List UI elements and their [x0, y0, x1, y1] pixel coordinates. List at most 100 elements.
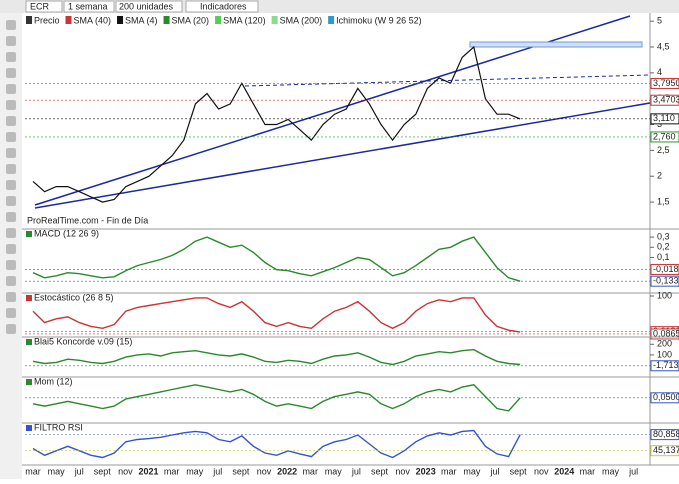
value-tag-label: 0,0865: [653, 328, 679, 338]
y-tick-label: 100: [657, 349, 672, 359]
x-tick-label: 2023: [416, 466, 436, 476]
tool-icon[interactable]: [6, 68, 16, 78]
x-tick-label: sept: [94, 466, 112, 476]
value-tag-label: 80,858: [653, 429, 679, 439]
x-tick-label: nov: [395, 466, 410, 476]
tool-icon[interactable]: [6, 148, 16, 158]
y-tick-label: 0,2: [657, 242, 670, 252]
value-tag-label: 45,137: [653, 445, 679, 455]
tool-icon[interactable]: [6, 180, 16, 190]
y-tick-label: 4: [657, 67, 662, 77]
x-tick-label: sept: [510, 466, 528, 476]
value-tag: [650, 263, 679, 275]
value-tag: [650, 94, 679, 106]
tool-icon[interactable]: [6, 292, 16, 302]
tool-icon[interactable]: [6, 132, 16, 142]
x-tick-label: may: [186, 466, 204, 476]
legend-swatch: [271, 16, 278, 24]
period[interactable]: 1 semana: [68, 1, 108, 11]
tool-icon[interactable]: [6, 324, 16, 334]
tool-icon[interactable]: [6, 228, 16, 238]
legend-entry: SMA (4): [125, 15, 158, 25]
tool-icon[interactable]: [6, 260, 16, 270]
tool-icon[interactable]: [6, 164, 16, 174]
price-line: [32, 45, 521, 203]
indicator-line: [32, 429, 521, 459]
y-tick-label: 200: [657, 339, 672, 349]
tool-icon[interactable]: [6, 276, 16, 286]
value-tag-label: -0,018: [653, 264, 679, 274]
value-tag-label: -0,133: [653, 276, 679, 286]
x-tick-label: 2022: [277, 466, 297, 476]
symbol-box[interactable]: [25, 0, 63, 13]
indicator-line: [32, 236, 521, 282]
panel-swatch: [26, 379, 32, 385]
x-tick-label: nov: [257, 466, 272, 476]
tool-icon[interactable]: [6, 212, 16, 222]
legend-entry: SMA (120): [223, 15, 266, 25]
x-tick-label: jul: [74, 466, 84, 476]
tool-icon[interactable]: [6, 36, 16, 46]
y-tick-label: 5: [657, 16, 662, 26]
x-tick-label: mar: [580, 466, 596, 476]
indicator-line: [32, 384, 521, 412]
tool-icon[interactable]: [6, 100, 16, 110]
tool-icon[interactable]: [6, 20, 16, 30]
period-box[interactable]: [63, 0, 115, 13]
x-tick-label: nov: [534, 466, 549, 476]
x-tick-label: mar: [441, 466, 457, 476]
panel-title: Blai5 Koncorde v.09 (15): [34, 336, 132, 346]
tool-icon[interactable]: [6, 196, 16, 206]
x-tick-label: mar: [302, 466, 318, 476]
panel-swatch: [26, 339, 32, 345]
panel-swatch: [26, 295, 32, 301]
indicator-line: [32, 297, 521, 333]
units[interactable]: 200 unidades: [119, 1, 174, 11]
indicators[interactable]: Indicadores: [200, 1, 247, 11]
x-tick-label: mar: [164, 466, 180, 476]
x-tick-label: 2024: [554, 466, 574, 476]
tool-icon[interactable]: [6, 116, 16, 126]
panel-swatch: [26, 231, 32, 237]
panel-title: FILTRO RSI: [34, 422, 83, 432]
x-tick-label: sept: [232, 466, 250, 476]
value-tag: [650, 275, 679, 287]
value-tag: [650, 392, 679, 404]
legend-entry: Precio: [34, 15, 60, 25]
tool-icon[interactable]: [6, 52, 16, 62]
tool-icon[interactable]: [6, 308, 16, 318]
x-tick-label: jul: [212, 466, 222, 476]
indicators-box[interactable]: [185, 0, 259, 13]
y-tick-label: 2: [657, 171, 662, 181]
value-tag-label: 2,760: [653, 131, 676, 141]
value-tag-label: 3,7950: [653, 78, 679, 88]
dashed-trend: [244, 74, 651, 87]
x-tick-label: may: [48, 466, 66, 476]
legend-swatch: [328, 16, 335, 24]
value-tag: [650, 131, 679, 143]
value-tag-label: -1,713: [653, 360, 679, 370]
tool-icons: [6, 20, 16, 334]
x-tick-label: nov: [118, 466, 133, 476]
y-tick-label: 2,5: [657, 145, 670, 155]
tool-icon[interactable]: [6, 84, 16, 94]
y-tick-label: 1,5: [657, 196, 670, 206]
legend-swatch: [163, 16, 170, 24]
value-tag-label: 0,0500: [653, 392, 679, 402]
y-tick-label: 0,1: [657, 252, 670, 262]
panel-title: Mom (12): [34, 376, 73, 386]
legend-swatch: [215, 16, 222, 24]
x-tick-label: 2021: [138, 466, 158, 476]
value-tag: [650, 77, 679, 89]
units-box[interactable]: [115, 0, 183, 13]
x-tick-label: mar: [25, 466, 41, 476]
value-tag: [650, 429, 679, 441]
value-tag-label: 3,110: [653, 113, 675, 123]
symbol[interactable]: ECR: [30, 1, 50, 11]
tool-icon[interactable]: [6, 244, 16, 254]
source: ProRealTime.com - Fin de Día: [27, 215, 148, 225]
y-tick-label: 100: [657, 290, 672, 300]
